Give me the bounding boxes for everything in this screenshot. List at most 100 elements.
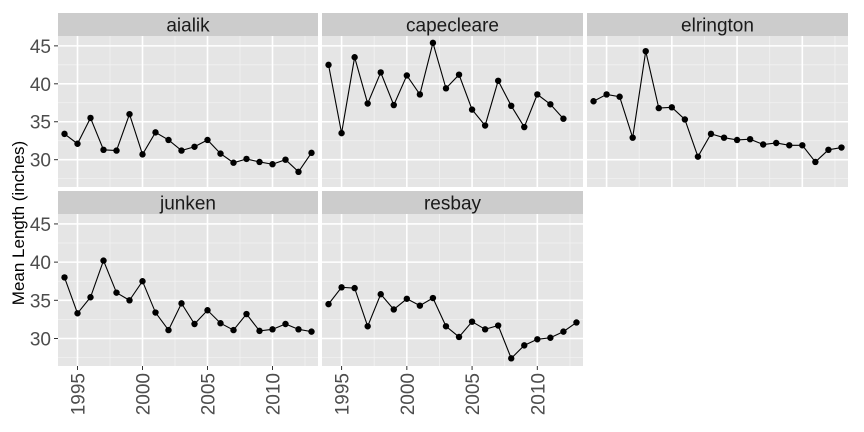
data-point: [74, 140, 81, 147]
panel-background: [58, 214, 318, 366]
y-tick-label: 45: [30, 215, 51, 236]
data-point: [191, 143, 198, 150]
data-point: [773, 139, 780, 147]
data-point: [668, 104, 676, 111]
y-tick-label: 40: [30, 75, 51, 96]
data-point: [403, 295, 411, 302]
data-point: [325, 300, 332, 308]
data-point: [508, 355, 515, 362]
data-point: [468, 106, 476, 113]
data-point: [325, 61, 332, 69]
data-point: [547, 101, 554, 108]
panel-background: [587, 36, 848, 187]
data-point: [534, 336, 541, 343]
data-point: [178, 147, 185, 154]
strip-aialik: [58, 13, 318, 36]
data-point: [468, 318, 476, 325]
data-point: [87, 114, 94, 122]
data-point: [403, 72, 411, 79]
data-point: [126, 297, 133, 304]
data-point: [100, 146, 107, 154]
x-tick-label: 2000: [134, 373, 155, 415]
data-point: [442, 323, 450, 330]
data-point: [508, 102, 515, 110]
data-point: [308, 149, 315, 157]
data-point: [100, 257, 107, 264]
data-point: [217, 150, 224, 157]
data-point: [547, 334, 554, 341]
data-point: [152, 129, 159, 136]
data-point: [390, 101, 397, 109]
data-point: [733, 136, 741, 144]
x-tick-label: 2005: [463, 373, 484, 415]
panel-resbay: resbay: [322, 191, 583, 366]
strip-label-resbay: resbay: [424, 194, 482, 215]
data-point: [338, 129, 345, 137]
strip-junken: [58, 191, 318, 214]
data-point: [455, 71, 463, 78]
data-point: [416, 91, 424, 98]
strip-label-capecleare: capecleare: [406, 16, 499, 37]
data-point: [603, 91, 610, 98]
panel-background: [322, 36, 583, 187]
data-point: [494, 77, 502, 84]
data-point: [191, 320, 198, 328]
panel-junken: junken: [58, 191, 318, 366]
data-point: [61, 274, 68, 281]
y-tick-label: 40: [30, 253, 51, 274]
data-point: [521, 342, 528, 349]
x-tick-label: 2005: [199, 373, 220, 415]
data-point: [377, 291, 384, 298]
data-point: [390, 306, 397, 313]
y-tick-label: 30: [30, 330, 51, 351]
data-point: [152, 309, 159, 316]
x-axis: 1995 2000 2005 2010 1995 2000 2005 2010: [69, 366, 549, 415]
data-point: [799, 142, 806, 149]
data-point: [681, 116, 689, 123]
strip-resbay: [322, 191, 583, 214]
data-point: [269, 326, 276, 333]
data-point: [573, 319, 580, 326]
data-point: [694, 153, 702, 160]
data-point: [243, 155, 250, 163]
data-point: [351, 54, 358, 61]
panel-background: [58, 36, 318, 187]
data-point: [230, 159, 237, 166]
data-point: [243, 310, 250, 318]
panels: aialik capecleare elrington junken resbay: [58, 13, 848, 366]
data-point: [560, 115, 567, 122]
data-point: [707, 130, 715, 138]
data-point: [481, 326, 489, 333]
data-point: [534, 91, 541, 98]
data-point: [560, 328, 567, 335]
data-point: [759, 141, 767, 148]
data-point: [455, 333, 463, 341]
data-point: [642, 47, 649, 55]
data-point: [521, 123, 528, 131]
data-point: [629, 134, 636, 141]
data-point: [429, 294, 437, 302]
strip-label-elrington: elrington: [681, 16, 754, 37]
data-point: [113, 289, 120, 296]
data-point: [74, 310, 81, 317]
x-tick-label: 2010: [264, 373, 285, 415]
data-point: [282, 156, 289, 163]
strip-label-aialik: aialik: [166, 16, 210, 37]
data-point: [377, 69, 384, 76]
data-point: [61, 130, 68, 138]
data-point: [746, 135, 754, 143]
x-tick-label: 1995: [69, 373, 90, 415]
data-point: [338, 284, 345, 291]
data-point: [308, 328, 315, 335]
data-point: [87, 294, 94, 301]
data-point: [139, 151, 146, 158]
x-tick-label: 2010: [528, 373, 549, 415]
strip-capecleare: [322, 13, 583, 36]
data-point: [165, 326, 172, 334]
y-tick-label: 45: [30, 37, 51, 58]
data-point: [786, 142, 793, 149]
strip-label-junken: junken: [159, 194, 216, 215]
data-point: [256, 327, 263, 335]
x-tick-label: 2000: [398, 373, 419, 415]
